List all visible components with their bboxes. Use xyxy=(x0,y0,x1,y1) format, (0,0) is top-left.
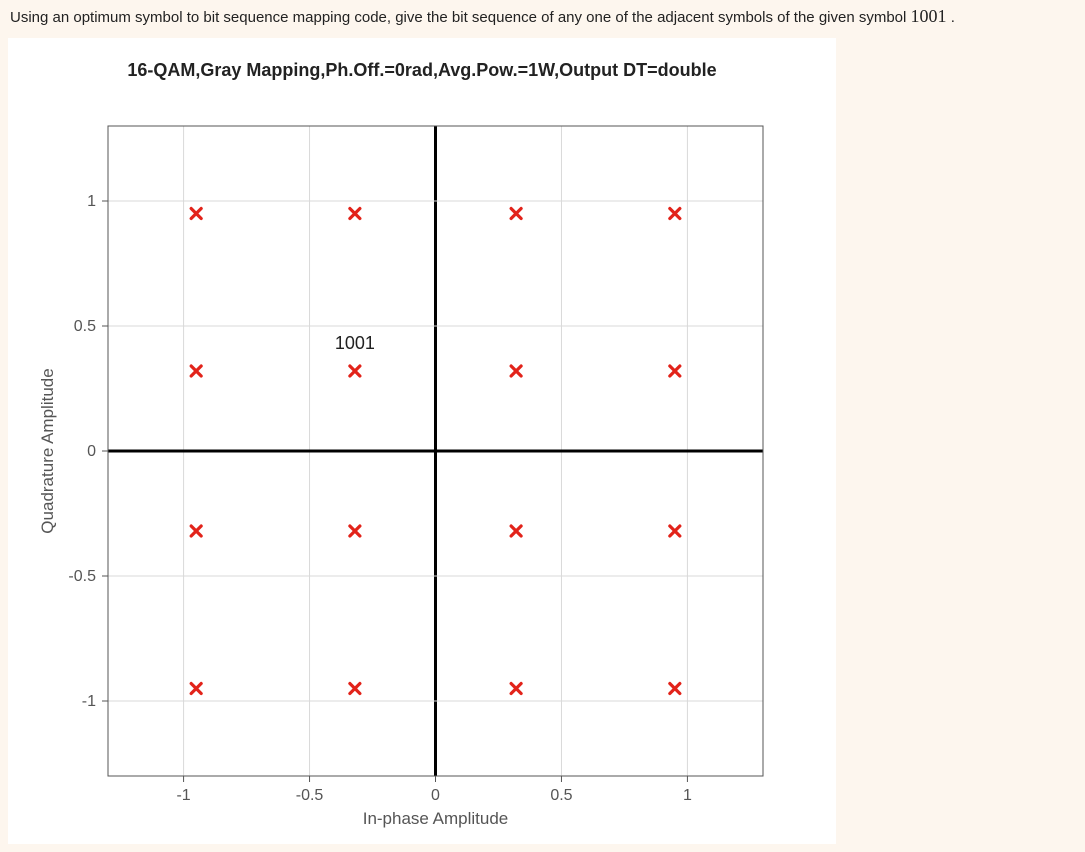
constellation-point xyxy=(191,366,201,376)
constellation-point xyxy=(511,684,521,694)
y-tick-label: -0.5 xyxy=(68,568,96,585)
constellation-point xyxy=(670,526,680,536)
y-tick-label: 1 xyxy=(87,193,96,210)
y-tick-label: -1 xyxy=(82,693,96,710)
chart-title: 16-QAM,Gray Mapping,Ph.Off.=0rad,Avg.Pow… xyxy=(8,60,836,81)
y-tick-label: 0 xyxy=(87,443,96,460)
question-text: Using an optimum symbol to bit sequence … xyxy=(10,6,1075,27)
question-prefix: Using an optimum symbol to bit sequence … xyxy=(10,9,911,26)
point-label: 1001 xyxy=(335,333,375,353)
y-axis-label: Quadrature Amplitude xyxy=(38,368,57,533)
chart-panel: 16-QAM,Gray Mapping,Ph.Off.=0rad,Avg.Pow… xyxy=(8,38,836,844)
constellation-point xyxy=(350,684,360,694)
question-symbol: 1001 xyxy=(911,6,947,26)
constellation-point xyxy=(511,366,521,376)
constellation-point xyxy=(350,366,360,376)
constellation-point xyxy=(350,526,360,536)
constellation-point xyxy=(191,684,201,694)
x-tick-label: 0.5 xyxy=(550,787,572,804)
x-tick-label: 1 xyxy=(683,787,692,804)
constellation-point xyxy=(350,209,360,219)
page-root: { "question": { "prefix": "Using an opti… xyxy=(0,0,1085,852)
y-tick-label: 0.5 xyxy=(74,318,96,335)
chart-svg: -1 -0.5 0 0.5 1 -1 -0.5 0 0.5 1 In-phase Amplitude… xyxy=(18,86,826,834)
chart-svg-wrap: -1 -0.5 0 0.5 1 -1 -0.5 0 0.5 1 In-phase Amplitude… xyxy=(18,86,826,834)
question-suffix: . xyxy=(951,9,955,26)
constellation-point xyxy=(191,209,201,219)
x-tick-label: -1 xyxy=(176,787,190,804)
constellation-point xyxy=(191,526,201,536)
constellation-point xyxy=(670,209,680,219)
constellation-point xyxy=(670,684,680,694)
x-tick-label: -0.5 xyxy=(296,787,324,804)
constellation-point xyxy=(511,209,521,219)
constellation-point xyxy=(670,366,680,376)
x-axis-label: In-phase Amplitude xyxy=(363,809,509,828)
constellation-point xyxy=(511,526,521,536)
x-tick-label: 0 xyxy=(431,787,440,804)
